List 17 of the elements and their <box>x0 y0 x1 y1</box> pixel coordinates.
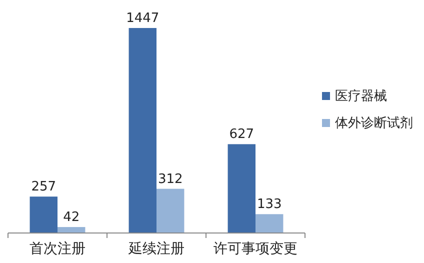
data-label: 42 <box>63 210 80 226</box>
bar <box>30 196 58 233</box>
bar <box>156 188 184 233</box>
data-label: 133 <box>256 197 282 212</box>
legend-label: 体外诊断试剂 <box>335 115 413 131</box>
x-tick-label: 延续注册 <box>128 241 184 257</box>
data-label: 312 <box>158 172 183 187</box>
bar <box>128 28 156 233</box>
bar <box>58 227 86 233</box>
data-label: 1447 <box>126 11 160 26</box>
bar <box>256 214 284 233</box>
data-label: 257 <box>31 180 56 195</box>
x-tick-label: 首次注册 <box>30 241 86 257</box>
legend-label: 医疗器械 <box>335 89 387 104</box>
bar <box>228 144 256 233</box>
data-label: 627 <box>229 127 254 142</box>
x-tick-label: 许可事项变更 <box>214 241 298 257</box>
